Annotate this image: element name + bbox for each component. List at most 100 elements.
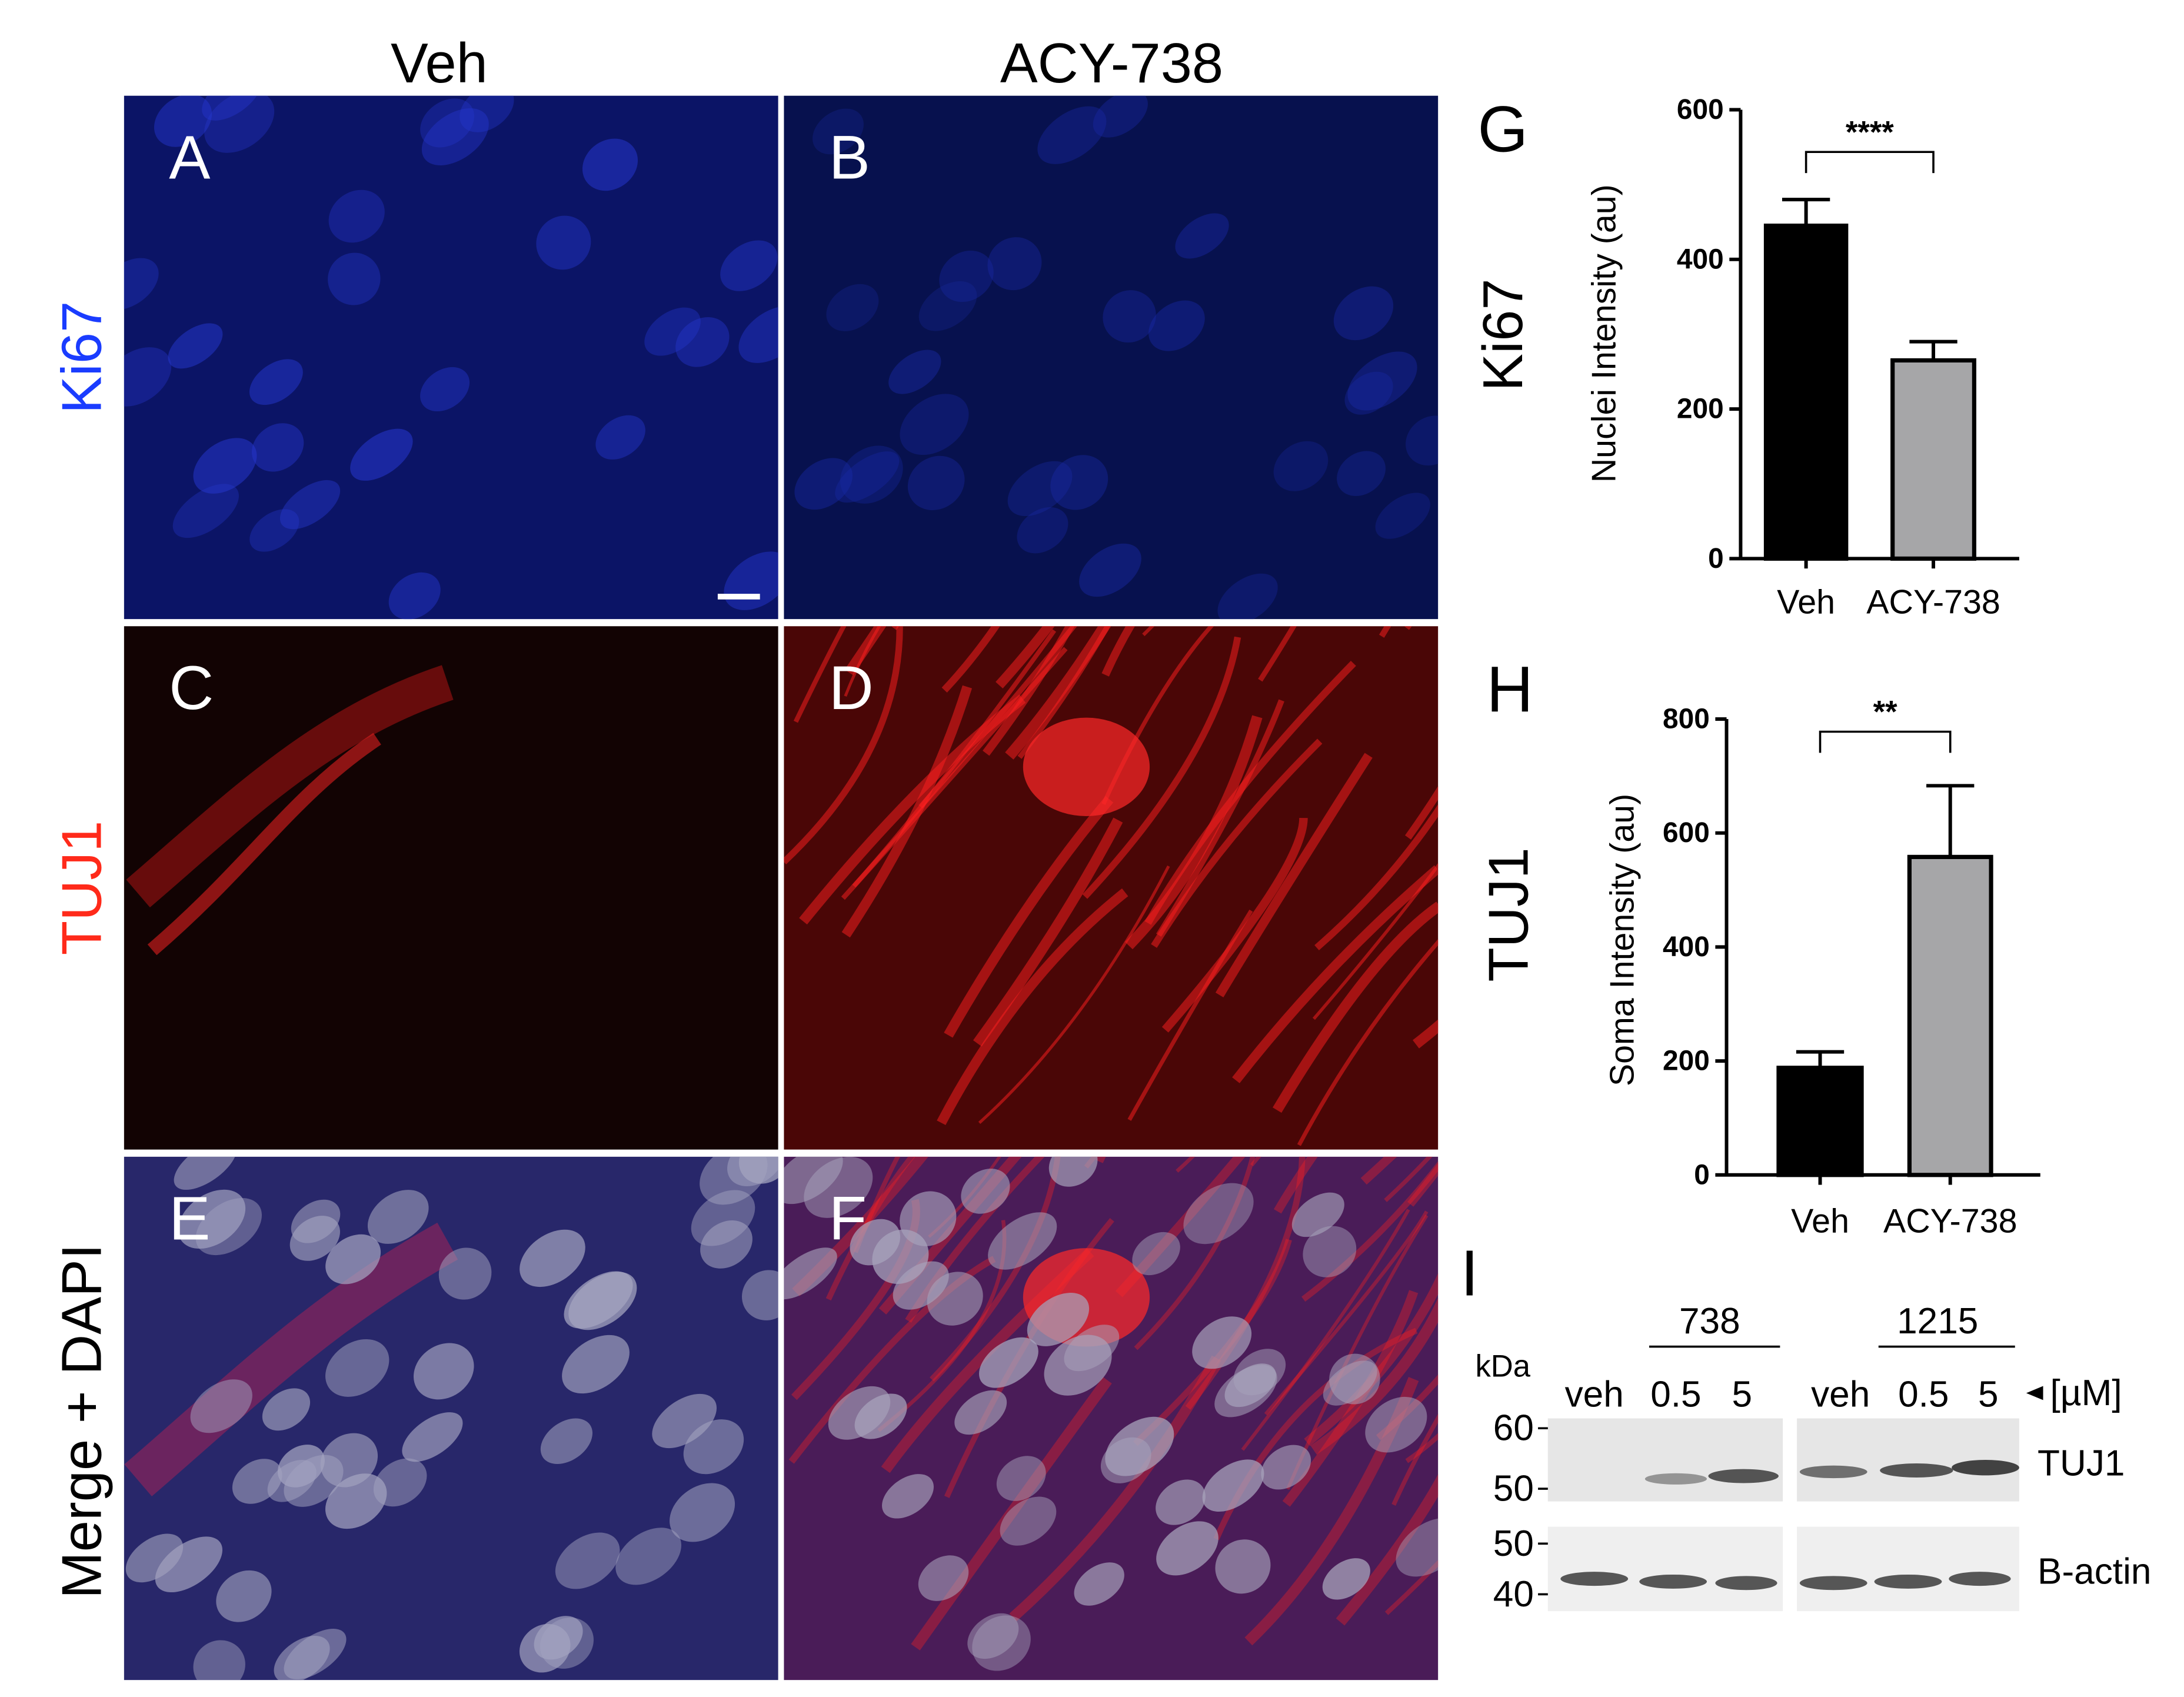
nucleus [262, 1388, 311, 1431]
nucleus [562, 1335, 630, 1394]
group-label: 1215 [1897, 1301, 1978, 1342]
panel-letter: E [169, 1184, 210, 1253]
nucleus [900, 394, 969, 455]
nucleus [174, 1156, 237, 1190]
micrograph-background [124, 95, 778, 620]
nucleus [124, 258, 159, 310]
tuj1-signal [124, 1222, 458, 1496]
unit-header: kDa [1476, 1349, 1531, 1384]
tuj1-fiber [1286, 1214, 1429, 1490]
tuj1-fiber [825, 1156, 915, 1301]
nucleus [193, 1640, 245, 1681]
nucleus [1048, 1156, 1098, 1187]
nucleus [249, 509, 299, 552]
nucleus [420, 98, 474, 148]
tuj1-fiber [1082, 636, 1241, 899]
nucleus [279, 480, 341, 530]
nucleus [289, 1216, 340, 1261]
tuj1-fiber [1215, 753, 1373, 997]
mw-marker: 50 [1493, 1523, 1534, 1564]
nucleus [882, 1474, 934, 1519]
tuj1-fiber [1273, 1156, 1318, 1214]
significance-bracket [1805, 151, 1935, 174]
nucleus [1215, 1539, 1271, 1594]
nucleus [1396, 1518, 1439, 1577]
tuj1-signal [126, 665, 454, 908]
band [1715, 1576, 1777, 1590]
nucleus [918, 281, 977, 331]
y-axis-label: Soma Intensity (au) [1604, 794, 1642, 1086]
tuj1-fiber [1301, 1161, 1439, 1302]
significance-label: **** [1846, 115, 1894, 149]
blot-membrane [1547, 1418, 1783, 1502]
nucleus [1323, 1360, 1377, 1406]
nucleus [413, 1343, 474, 1400]
y-tick-label: 400 [1663, 931, 1710, 963]
y-tick-label: 400 [1677, 244, 1724, 275]
band [1639, 1574, 1707, 1589]
y-tick-label: 0 [1708, 543, 1724, 574]
nucleus [274, 1635, 330, 1681]
nucleus [373, 1458, 427, 1507]
nucleus [954, 1390, 1007, 1435]
nucleus [154, 95, 212, 147]
blot-membrane [1547, 1526, 1783, 1612]
nucleus [1007, 461, 1073, 517]
mw-marker: 60 [1493, 1408, 1534, 1449]
nucleus [784, 1156, 843, 1204]
micrograph: B [784, 95, 1439, 620]
nucleus [155, 1536, 223, 1593]
row-label: Ki67 [50, 301, 113, 414]
band [1560, 1572, 1629, 1586]
nucleus [204, 95, 275, 153]
x-tick-label: ACY-738 [1883, 1203, 2017, 1240]
tuj1-fiber [1304, 1273, 1439, 1446]
nucleus [741, 1270, 778, 1320]
tuj1-fiber [1005, 626, 1111, 760]
nucleus [249, 359, 303, 405]
nucleus [202, 95, 262, 121]
nucleus [195, 1198, 262, 1256]
band [1952, 1460, 2019, 1476]
band [1880, 1463, 1953, 1478]
nucleus [421, 108, 489, 165]
lane-label: 0.5 [1898, 1374, 1949, 1415]
nucleus [536, 215, 591, 270]
panel-letter: G [1478, 94, 1529, 166]
nucleus [325, 1473, 387, 1529]
nucleus [907, 455, 965, 510]
nucleus [927, 1272, 983, 1326]
column-header: ACY-738 [1000, 32, 1223, 95]
nucleus [252, 423, 304, 472]
panel-letter: B [829, 123, 870, 192]
y-tick-label: 600 [1663, 817, 1710, 848]
nucleus [1202, 1459, 1264, 1512]
panel-letter: I [1461, 1237, 1479, 1310]
nucleus [1347, 351, 1417, 411]
x-tick-label: Veh [1791, 1203, 1849, 1240]
panel-letter: H [1487, 653, 1533, 726]
nucleus [1050, 455, 1108, 510]
tuj1-fiber [1384, 1156, 1433, 1202]
nucleus [555, 1532, 620, 1589]
nucleus [1217, 573, 1278, 620]
tuj1-fiber [1127, 909, 1253, 1121]
nucleus [420, 367, 470, 412]
nucleus [1064, 1325, 1120, 1372]
tuj1-fiber [1310, 1297, 1439, 1455]
bar [1763, 224, 1849, 561]
bar [1907, 854, 1993, 1177]
micrograph: D [784, 626, 1439, 1150]
mw-marker: 50 [1493, 1469, 1534, 1509]
micrograph-background [784, 95, 1439, 620]
y-tick-label: 800 [1663, 703, 1710, 734]
nucleus [850, 1219, 900, 1266]
nucleus [168, 323, 223, 369]
nucleus [595, 415, 645, 460]
nucleus [826, 284, 879, 331]
tuj1-fiber [793, 626, 847, 723]
y-tick-label: 600 [1677, 94, 1724, 125]
nucleus [1037, 106, 1107, 164]
tuj1-fiber [1264, 1210, 1429, 1416]
